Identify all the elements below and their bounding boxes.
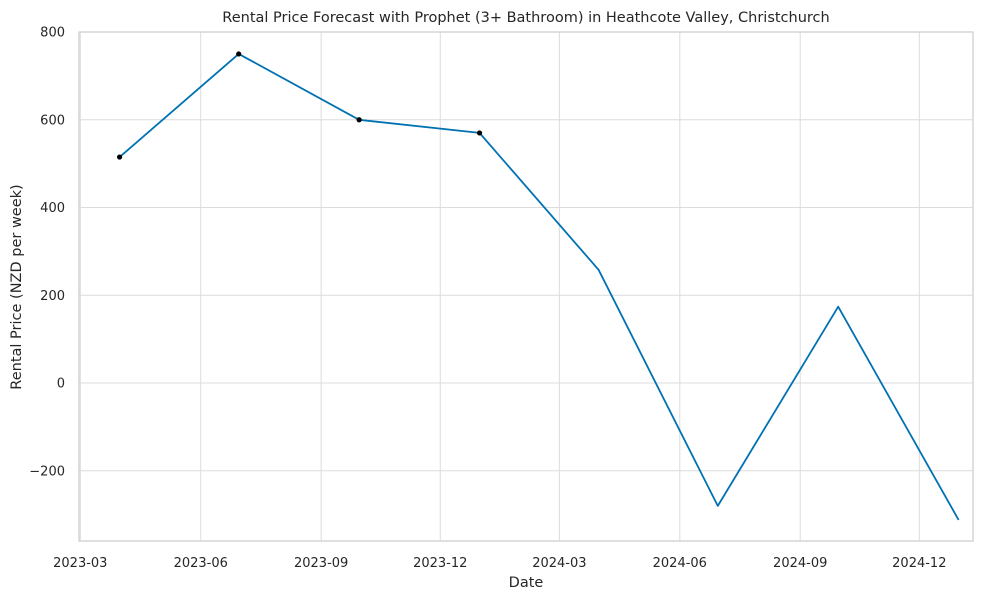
observed-point — [116, 154, 123, 160]
x-axis-label: Date — [509, 575, 544, 591]
x-tick-label: 2024-12 — [892, 556, 946, 571]
x-tick-label: 2024-03 — [532, 556, 586, 571]
y-tick-label: 600 — [40, 113, 65, 128]
y-tick-label: 800 — [40, 26, 65, 41]
x-tick-label: 2024-09 — [773, 556, 827, 571]
chart-title: Rental Price Forecast with Prophet (3+ B… — [222, 10, 829, 26]
forecast-line — [119, 53, 960, 521]
grid — [79, 31, 973, 541]
x-tick-label: 2023-03 — [53, 556, 107, 571]
x-tick-label: 2023-09 — [294, 556, 348, 571]
x-tick-label: 2023-12 — [413, 556, 467, 571]
observed-point — [236, 51, 242, 57]
x-tick-label: 2023-06 — [174, 556, 228, 571]
y-tick-label: 400 — [40, 201, 65, 216]
series-layer — [116, 51, 960, 521]
tick-labels: 800 600 400 200 0 −200 2023-03 2023-06 2023-09 20… — [29, 26, 946, 572]
plot-frame — [78, 31, 974, 542]
observed-point — [356, 117, 362, 123]
x-tick-label: 2024-06 — [653, 556, 707, 571]
y-axis-label: Rental Price (NZD per week) — [9, 184, 25, 389]
y-tick-label: −200 — [29, 464, 65, 479]
y-tick-label: 0 — [57, 377, 65, 392]
y-tick-label: 200 — [40, 289, 65, 304]
observed-point — [476, 130, 483, 136]
